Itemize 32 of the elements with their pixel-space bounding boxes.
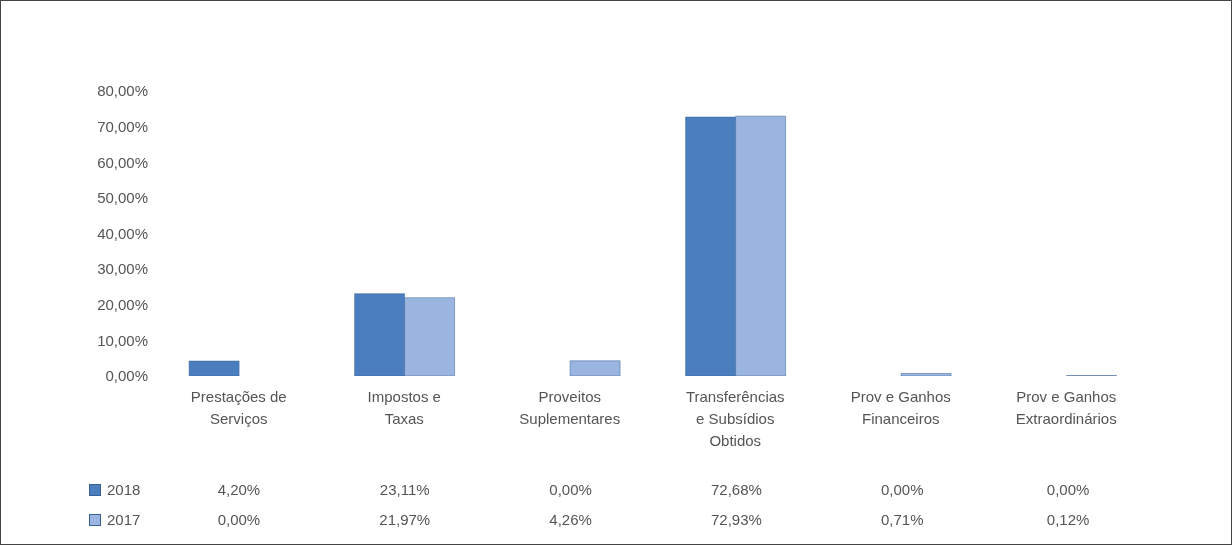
y-tick-label: 70,00% xyxy=(97,117,148,135)
x-tick-label: Impostos e Taxas xyxy=(367,388,441,427)
y-tick-label: 30,00% xyxy=(97,260,148,278)
y-tick-label: 0,00% xyxy=(105,367,148,385)
x-tick-label: Proveitos Suplementares xyxy=(519,388,621,427)
y-tick-label: 20,00% xyxy=(97,296,148,314)
data-label: 72,68% xyxy=(709,481,763,498)
bar xyxy=(569,360,621,376)
bar xyxy=(900,373,952,376)
x-tick-label: Prestações de Serviços xyxy=(190,388,287,427)
x-tick-label: Transferências e Subsídios Obtidos xyxy=(685,388,785,449)
data-label: 0,00% xyxy=(216,511,262,528)
data-label: 4,26% xyxy=(548,511,593,528)
data-label: 0,00% xyxy=(548,481,593,498)
data-label: 0,71% xyxy=(879,511,925,528)
data-label: 0,00% xyxy=(879,481,925,498)
data-label: 23,11% xyxy=(378,481,431,498)
x-tick-label: Prov e Ganhos Extraordinários xyxy=(1015,388,1117,427)
bar xyxy=(188,360,240,376)
data-label: 0,00% xyxy=(1045,481,1091,498)
y-tick-label: 40,00% xyxy=(97,224,148,242)
data-label: 21,97% xyxy=(378,511,432,528)
legend-label: 2018 xyxy=(107,481,141,498)
y-tick-label: 10,00% xyxy=(97,331,148,349)
legend-label: 2017 xyxy=(107,511,141,528)
y-tick-label: 80,00% xyxy=(97,82,148,100)
y-tick-label: 60,00% xyxy=(97,153,148,171)
data-label: 4,20% xyxy=(216,481,262,498)
x-tick-label: Prov e Ganhos Financeiros xyxy=(850,388,951,427)
data-label: 72,93% xyxy=(709,511,763,528)
data-label: 0,12% xyxy=(1045,511,1091,528)
y-tick-label: 50,00% xyxy=(97,189,148,207)
